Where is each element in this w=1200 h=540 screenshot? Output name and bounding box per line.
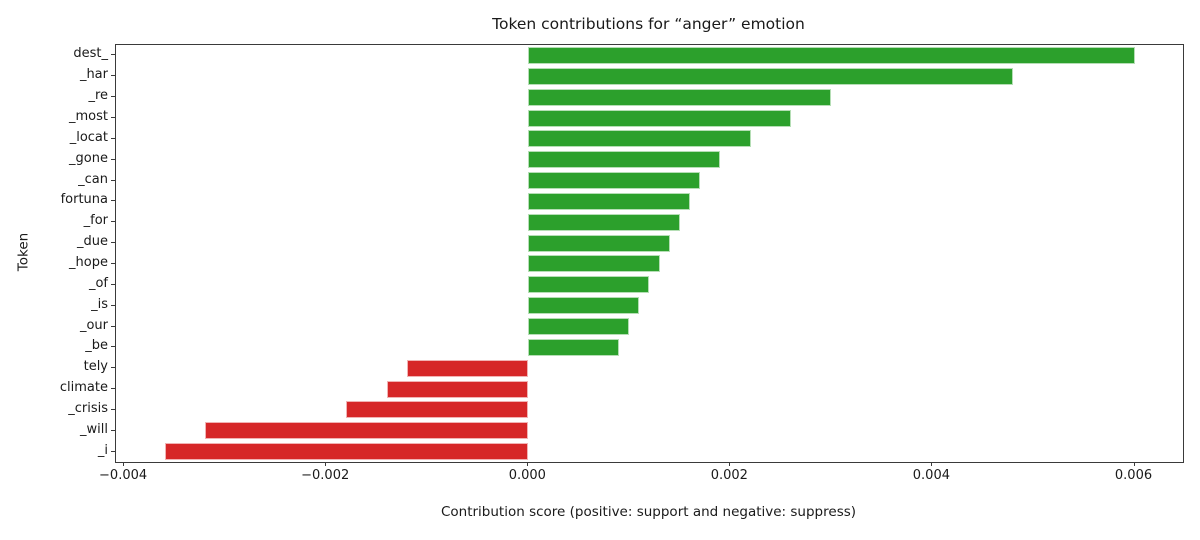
y-tick-label: _crisis (68, 400, 108, 416)
y-tick-mark (111, 221, 115, 223)
bar-_i (164, 443, 529, 461)
y-tick-label: climate (59, 380, 108, 395)
x-tick-mark (325, 462, 327, 466)
y-tick-label: _of (88, 275, 108, 291)
y-tick-label: _will (80, 421, 108, 437)
bar-_will (204, 422, 529, 440)
y-tick-label: _be (85, 338, 108, 354)
bar-_locat (528, 130, 751, 148)
x-tick-label: 0.006 (1114, 468, 1153, 483)
y-tick-label: _our (79, 317, 108, 333)
y-tick-mark (111, 367, 115, 369)
plot-area (115, 44, 1184, 463)
bar-_be (528, 338, 620, 356)
y-tick-label: _most (69, 109, 108, 124)
bar-_is (528, 297, 640, 315)
x-tick-mark (931, 462, 933, 466)
y-tick-label: _i (97, 442, 108, 458)
x-axis-label: Contribution score (positive: support an… (440, 504, 857, 520)
y-tick-label: _locat (69, 129, 108, 145)
y-tick-label: _is (91, 296, 108, 312)
y-tick-label: _due (77, 234, 108, 250)
y-tick-mark (111, 242, 115, 244)
x-tick-label: 0.002 (710, 468, 748, 483)
y-tick-mark (111, 429, 115, 431)
y-tick-mark (111, 450, 115, 452)
y-tick-mark (111, 388, 115, 389)
y-tick-mark (111, 75, 115, 77)
bar-climate (386, 380, 529, 398)
bar-_our (528, 318, 630, 335)
bar-_of (528, 276, 650, 294)
bar-_har (528, 67, 1014, 85)
x-tick-label: −0.002 (301, 468, 350, 483)
y-tick-mark (111, 179, 115, 181)
bar-_re (528, 88, 832, 106)
x-tick-mark (123, 462, 125, 466)
y-tick-label: _hope (69, 254, 108, 270)
x-tick-label: 0.004 (912, 468, 950, 483)
y-tick-mark (111, 262, 115, 264)
bar-tely (407, 359, 529, 377)
bar-_gone (528, 151, 721, 169)
bar-_for (528, 213, 680, 231)
y-tick-mark (111, 117, 115, 118)
y-tick-mark (111, 283, 115, 285)
y-tick-mark (111, 200, 115, 202)
y-tick-label: _for (83, 213, 108, 229)
x-tick-mark (729, 462, 731, 466)
y-tick-mark (111, 325, 115, 327)
x-tick-mark (1133, 462, 1135, 466)
bar-_crisis (346, 401, 529, 419)
y-tick-mark (111, 137, 115, 139)
bar-_hope (528, 255, 660, 273)
x-tick-mark (527, 462, 529, 466)
x-tick-label: −0.004 (99, 468, 148, 483)
y-tick-label: _har (79, 67, 108, 83)
y-tick-mark (111, 54, 115, 56)
y-tick-label: _can (78, 171, 108, 187)
y-tick-mark (111, 158, 115, 160)
bar-_due (528, 234, 670, 252)
y-tick-label: tely (83, 359, 108, 375)
y-tick-mark (111, 96, 115, 98)
y-tick-mark (111, 346, 115, 348)
bar-fortuna (528, 192, 690, 210)
bar-_can (528, 172, 701, 189)
y-tick-label: dest_ (73, 46, 108, 62)
bar-dest_ (528, 46, 1135, 64)
y-tick-label: _re (88, 88, 108, 104)
chart-title: Token contributions for “anger” emotion (492, 15, 805, 33)
y-tick-label: fortuna (60, 192, 108, 208)
x-tick-label: 0.000 (508, 468, 546, 483)
y-tick-label: _gone (69, 150, 108, 166)
y-tick-mark (111, 408, 115, 410)
y-tick-mark (111, 304, 115, 306)
bar-_most (528, 109, 791, 127)
